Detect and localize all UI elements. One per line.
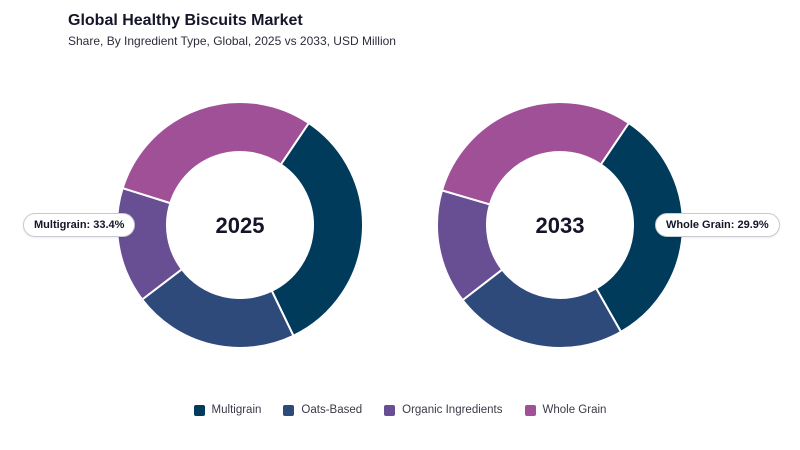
chart-subtitle: Share, By Ingredient Type, Global, 2025 …	[68, 34, 396, 48]
donut-center-label: 2033	[536, 213, 585, 238]
donut-chart-2033: 2033	[436, 101, 684, 349]
donut-center-label: 2025	[216, 213, 265, 238]
legend-swatch-organic-ingredients	[384, 404, 396, 416]
callout-multigrain-2025: Multigrain: 33.4%	[23, 213, 136, 237]
donut-slice-oats-based-2033[interactable]	[461, 268, 623, 349]
chart-title: Global Healthy Biscuits Market	[68, 12, 303, 29]
legend-item-oats-based[interactable]: Oats-Based	[283, 404, 362, 416]
legend-label: Whole Grain	[542, 404, 607, 416]
legend-swatch-whole-grain	[524, 404, 536, 416]
legend-swatch-multigrain	[193, 404, 205, 416]
legend-item-whole-grain[interactable]: Whole Grain	[524, 404, 607, 416]
donut-slice-multigrain-2025[interactable]	[270, 121, 364, 338]
donut-slice-whole-grain-2025[interactable]	[121, 101, 311, 205]
donut-chart-2025: 2025	[116, 101, 364, 349]
callout-whole-grain-2033: Whole Grain: 29.9%	[655, 213, 780, 237]
legend-label: Oats-Based	[301, 404, 363, 416]
donut-slice-whole-grain-2033[interactable]	[440, 101, 631, 206]
legend-item-organic-ingredients[interactable]: Organic Ingredients	[384, 404, 503, 416]
legend-label: Organic Ingredients	[402, 404, 503, 416]
donut-slice-multigrain-2033[interactable]	[594, 121, 684, 334]
legend: Multigrain Oats-Based Organic Ingredient…	[0, 404, 800, 416]
legend-label: Multigrain	[211, 404, 262, 416]
legend-swatch-oats-based	[283, 404, 295, 416]
legend-item-multigrain[interactable]: Multigrain	[193, 404, 262, 416]
